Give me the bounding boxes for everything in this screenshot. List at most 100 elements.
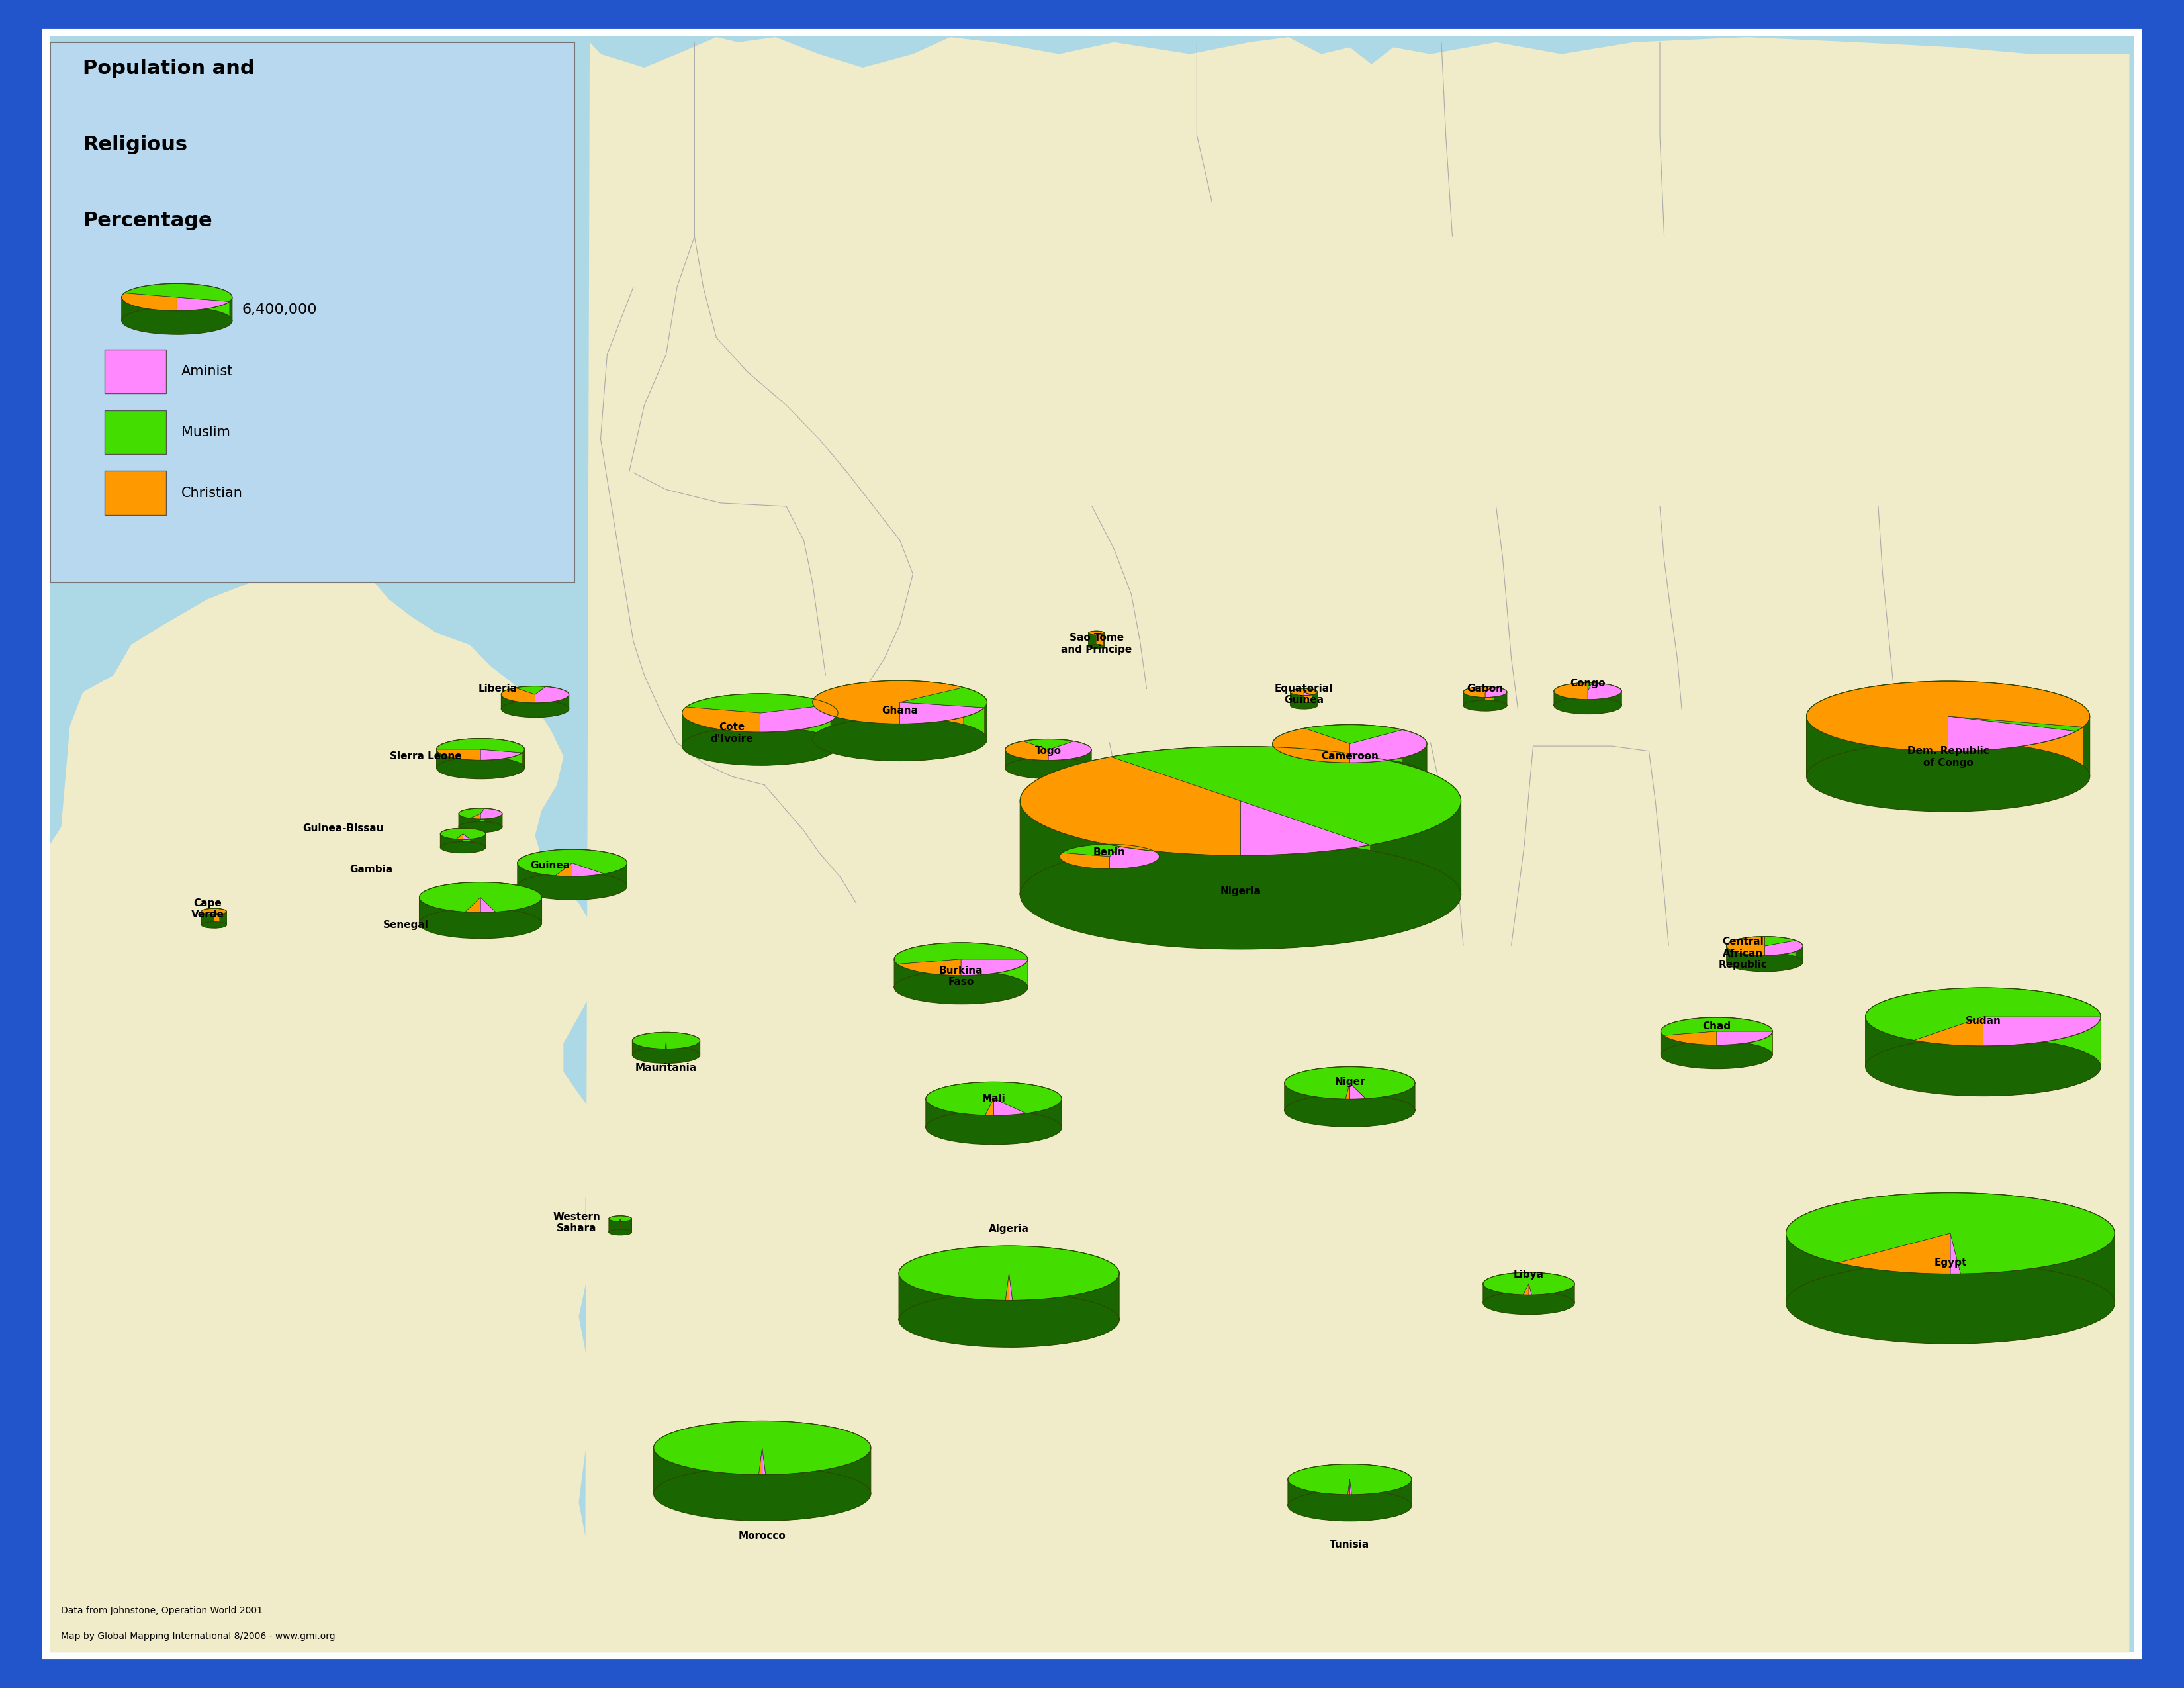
Text: Benin: Benin (1094, 847, 1125, 858)
Polygon shape (620, 1215, 631, 1236)
Ellipse shape (1284, 1067, 1415, 1099)
Text: Egypt: Egypt (1935, 1258, 1966, 1268)
Ellipse shape (1806, 682, 2090, 751)
Polygon shape (122, 294, 177, 311)
Ellipse shape (502, 701, 568, 717)
Polygon shape (1022, 739, 1075, 749)
Polygon shape (459, 809, 485, 819)
Text: Guinea-Bissau: Guinea-Bissau (301, 824, 384, 834)
Polygon shape (518, 863, 627, 886)
Ellipse shape (1728, 937, 1802, 955)
Polygon shape (1485, 687, 1494, 692)
Polygon shape (1350, 729, 1426, 763)
Polygon shape (1061, 844, 1123, 856)
Ellipse shape (518, 873, 627, 900)
Polygon shape (1485, 687, 1492, 701)
Polygon shape (1304, 689, 1317, 709)
Polygon shape (480, 898, 496, 913)
Polygon shape (214, 912, 218, 915)
Polygon shape (1096, 631, 1105, 648)
Polygon shape (1109, 844, 1160, 869)
Text: Liberia: Liberia (478, 684, 518, 694)
Ellipse shape (459, 809, 502, 819)
Ellipse shape (201, 908, 227, 915)
Polygon shape (1284, 1067, 1415, 1099)
Polygon shape (1787, 1234, 2114, 1303)
Text: Chad: Chad (1701, 1021, 1732, 1031)
Polygon shape (1273, 744, 1426, 776)
Polygon shape (1009, 1246, 1118, 1347)
Polygon shape (1289, 1479, 1411, 1506)
Polygon shape (762, 1421, 871, 1521)
Ellipse shape (122, 307, 232, 334)
Polygon shape (1350, 1099, 1365, 1128)
Text: Equatorial
Guinea: Equatorial Guinea (1275, 684, 1332, 706)
Polygon shape (419, 898, 542, 923)
Ellipse shape (1291, 702, 1317, 709)
Polygon shape (1048, 739, 1075, 760)
Polygon shape (1555, 690, 1621, 706)
Polygon shape (463, 829, 485, 852)
Polygon shape (893, 959, 1029, 987)
Polygon shape (760, 694, 830, 738)
Polygon shape (1717, 1031, 1773, 1045)
Polygon shape (1948, 716, 2084, 731)
Text: Algeria: Algeria (989, 1224, 1029, 1234)
Polygon shape (456, 834, 463, 839)
Ellipse shape (609, 1229, 631, 1236)
FancyBboxPatch shape (50, 35, 2134, 1653)
Polygon shape (480, 738, 524, 771)
Polygon shape (1806, 682, 2090, 751)
Polygon shape (1304, 724, 1402, 744)
Polygon shape (1717, 1031, 1773, 1069)
Polygon shape (653, 1421, 871, 1475)
Text: Data from Johnstone, Operation World 2001: Data from Johnstone, Operation World 200… (61, 1607, 262, 1615)
Polygon shape (1350, 1067, 1415, 1126)
Text: Burkina
Faso: Burkina Faso (939, 966, 983, 987)
Ellipse shape (1787, 1263, 2114, 1344)
Polygon shape (535, 687, 546, 701)
Ellipse shape (1728, 952, 1802, 972)
Polygon shape (1660, 1018, 1773, 1035)
FancyBboxPatch shape (26, 20, 2158, 1668)
Ellipse shape (1483, 1291, 1575, 1315)
Polygon shape (480, 912, 496, 939)
Ellipse shape (437, 738, 524, 760)
Polygon shape (609, 1215, 631, 1222)
Polygon shape (1948, 731, 2077, 812)
Polygon shape (1289, 1463, 1411, 1494)
Text: Mauritania: Mauritania (636, 1063, 697, 1074)
Polygon shape (1950, 1274, 1961, 1344)
Polygon shape (633, 1033, 699, 1048)
Polygon shape (1241, 746, 1461, 939)
Polygon shape (760, 706, 839, 765)
Ellipse shape (441, 829, 485, 839)
Polygon shape (1273, 728, 1350, 763)
Ellipse shape (1291, 689, 1317, 695)
Polygon shape (994, 1082, 1061, 1143)
Polygon shape (1948, 682, 2090, 787)
Ellipse shape (441, 842, 485, 852)
Polygon shape (900, 1246, 1118, 1300)
Polygon shape (50, 37, 2129, 1653)
Polygon shape (1291, 692, 1317, 706)
Ellipse shape (633, 1047, 699, 1063)
Ellipse shape (900, 1293, 1118, 1347)
Polygon shape (535, 687, 568, 717)
Ellipse shape (437, 758, 524, 778)
Ellipse shape (812, 680, 987, 724)
Bar (105, 471, 166, 515)
Polygon shape (1485, 687, 1507, 711)
Polygon shape (572, 874, 605, 900)
Polygon shape (201, 908, 227, 915)
Polygon shape (758, 1448, 762, 1475)
Polygon shape (1806, 716, 2090, 776)
Text: Population and: Population and (83, 59, 256, 78)
Polygon shape (1088, 633, 1105, 647)
Polygon shape (1304, 692, 1310, 695)
Polygon shape (1588, 684, 1592, 690)
Text: Dem. Republic
of Congo: Dem. Republic of Congo (1907, 746, 1990, 768)
Text: Congo: Congo (1570, 679, 1605, 689)
Bar (105, 410, 166, 454)
Polygon shape (1983, 1016, 2101, 1096)
